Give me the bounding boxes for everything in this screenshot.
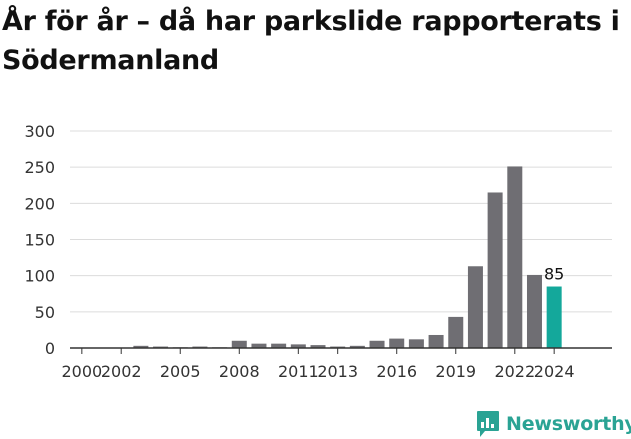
bar-2008: [231, 340, 247, 348]
newsworthy-wordmark: Newsworthy: [506, 413, 631, 435]
bar-2011: [290, 344, 306, 348]
bar-2015: [369, 340, 385, 348]
y-axis-labels: 0 50 100 150 200 250 300: [24, 122, 55, 358]
x-tick-label: 2002: [101, 362, 142, 381]
bar-2014: [349, 345, 365, 348]
x-tick-label: 2022: [494, 362, 535, 381]
bar-2003: [133, 345, 149, 348]
bar-2022: [507, 166, 523, 348]
bar-2021: [487, 192, 503, 348]
y-tick-label: 300: [24, 122, 55, 141]
x-tick-label: 2011: [278, 362, 319, 381]
x-tick-label: 2024: [534, 362, 575, 381]
y-tick-label: 100: [24, 267, 55, 286]
x-tick-label: 2016: [376, 362, 417, 381]
bars: [133, 166, 562, 348]
bar-2012: [310, 345, 326, 348]
y-tick-label: 250: [24, 158, 55, 177]
data-label-2024: 85: [544, 265, 564, 284]
newsworthy-logo: Newsworthy: [476, 409, 631, 439]
bar-2010: [271, 343, 287, 348]
data-labels: 85: [544, 265, 564, 284]
x-tick-label: 2000: [61, 362, 102, 381]
bar-2024: [546, 286, 562, 348]
bar-2016: [389, 338, 405, 348]
y-tick-label: 0: [45, 339, 55, 358]
bar-2019: [448, 316, 464, 348]
newsworthy-logo-icon: [477, 411, 499, 437]
x-tick-label: 2008: [219, 362, 260, 381]
bar-2023: [526, 274, 542, 348]
x-axis-ticks: [81, 348, 555, 354]
x-tick-label: 2019: [435, 362, 476, 381]
y-tick-label: 150: [24, 231, 55, 250]
chart-title: År för år – då har parkslide rapporterat…: [2, 6, 620, 76]
bar-2020: [467, 266, 483, 348]
y-tick-label: 200: [24, 194, 55, 213]
x-tick-label: 2005: [160, 362, 201, 381]
bar-2017: [408, 339, 424, 348]
y-tick-label: 50: [35, 303, 55, 322]
bar-2009: [251, 343, 267, 348]
x-tick-label: 2013: [317, 362, 358, 381]
bar-2018: [428, 334, 444, 348]
